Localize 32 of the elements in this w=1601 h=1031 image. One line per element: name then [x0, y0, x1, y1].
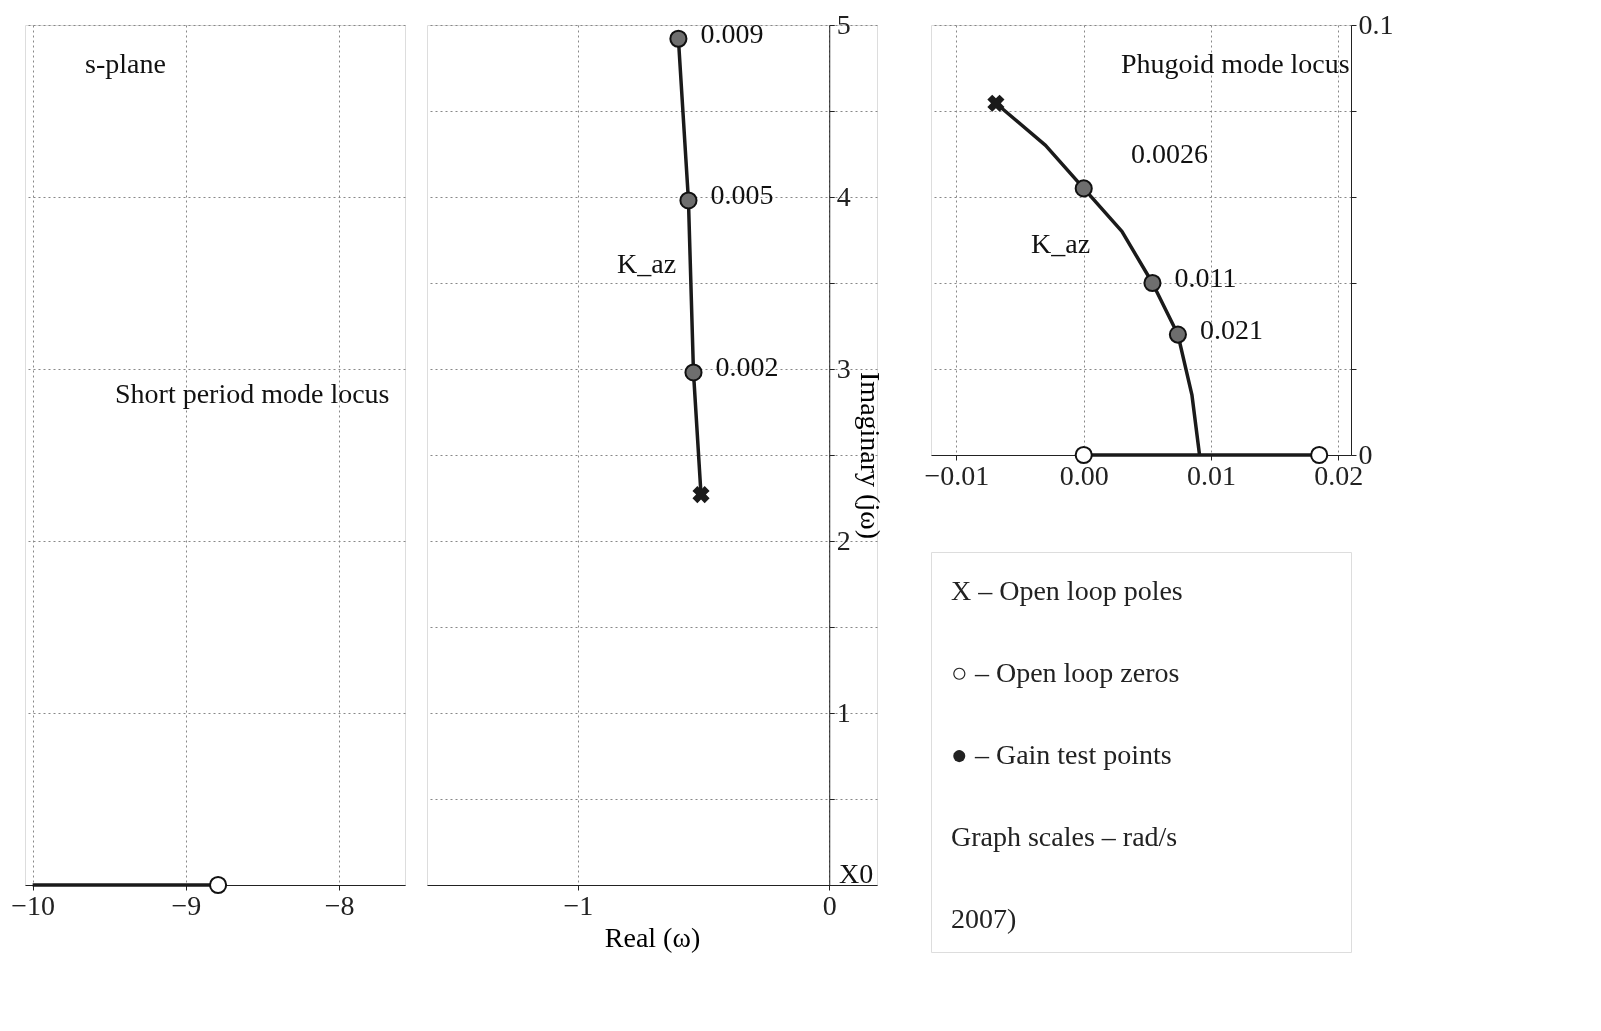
annotation: 0.005 — [710, 179, 774, 211]
annotation: 0.021 — [1199, 313, 1263, 345]
annotation: Phugoid mode locus — [1121, 48, 1350, 79]
x-axis-title: Real (ω) — [604, 921, 701, 953]
x-tick-label: −10 — [11, 889, 56, 921]
x-tick-label: −0.01 — [924, 459, 990, 491]
text: X – Open loop poles — [951, 575, 1183, 606]
y-tick-label: 4 — [836, 180, 851, 212]
annotation: Short period mode locus — [115, 378, 390, 409]
text: ● – Gain test points — [951, 739, 1172, 770]
y-tick-label: 3 — [836, 352, 851, 384]
y-tick-label: 5 — [836, 8, 851, 40]
text: Graph scales – rad/s — [951, 821, 1178, 852]
x-tick-label: −9 — [171, 889, 202, 921]
text: ○ – Open loop zeros — [951, 657, 1180, 688]
annotation: 0.002 — [715, 351, 779, 383]
y-axis-title: Imaginary (jω) — [854, 372, 886, 539]
annotation: 0.011 — [1174, 262, 1237, 293]
annotation: s-plane — [85, 48, 166, 79]
x-tick-label: −1 — [563, 889, 594, 921]
text: 2007) — [951, 903, 1017, 934]
x-tick-label: −8 — [324, 889, 355, 921]
y-tick-label: 0.1 — [1358, 8, 1394, 40]
annotation: K_az — [1031, 228, 1091, 259]
x-tick-label: 0.00 — [1059, 459, 1109, 491]
y-tick-label: 1 — [836, 696, 851, 728]
annotation: X0 — [839, 858, 874, 889]
annotation: 0.009 — [700, 17, 764, 49]
annotation: K_az — [617, 248, 677, 279]
x-tick-label: 0.01 — [1187, 459, 1236, 491]
annotation: 0.0026 — [1131, 138, 1208, 169]
y-tick-label: 2 — [836, 524, 851, 556]
